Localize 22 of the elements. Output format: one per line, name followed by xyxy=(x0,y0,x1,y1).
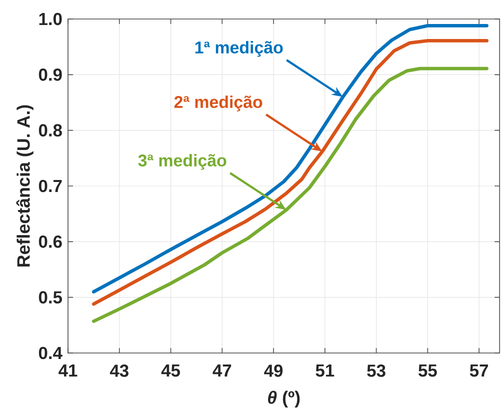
y-tick-label: 1.0 xyxy=(39,12,62,26)
x-axis-title: θ (º) xyxy=(268,390,300,408)
y-tick-label: 0.7 xyxy=(38,180,62,192)
y-tick-label: 0.5 xyxy=(38,291,62,304)
x-tick-label: 45 xyxy=(161,364,180,377)
text: 1ª medição xyxy=(195,41,283,57)
y-tick-label: 0.6 xyxy=(38,236,62,248)
text: 3ª medição xyxy=(138,154,226,170)
y-axis-title: Reflectância (U. A.) xyxy=(16,105,34,267)
y-tick-label: 0.8 xyxy=(38,124,62,137)
x-tick-label: 47 xyxy=(212,364,232,377)
line-series xyxy=(92,66,488,323)
x-tick-label: 57 xyxy=(470,364,488,377)
x-tick-label: 49 xyxy=(264,364,283,377)
y-tick-label: 0.9 xyxy=(38,68,62,81)
x-tick-label: 43 xyxy=(110,364,128,377)
text: 2ª medição xyxy=(174,96,262,112)
x-tick-label: 51 xyxy=(316,364,334,377)
x-tick-label: 53 xyxy=(367,364,386,377)
x-tick-label: 55 xyxy=(418,364,437,377)
x-tick-label: 41 xyxy=(58,364,78,377)
y-tick-label: 0.4 xyxy=(38,346,62,360)
